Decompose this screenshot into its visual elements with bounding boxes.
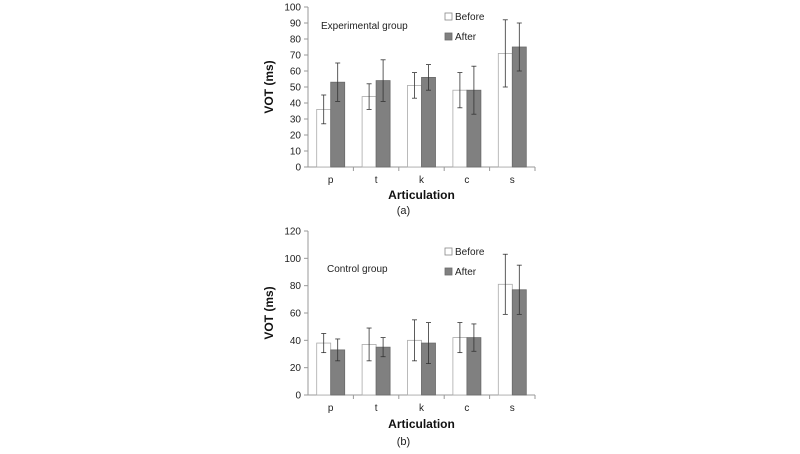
x-axis-title: Articulation <box>388 417 455 431</box>
x-tick-label: k <box>419 403 425 414</box>
legend-label-before: Before <box>455 12 485 23</box>
x-axis-title: Articulation <box>388 188 455 202</box>
y-tick-label: 0 <box>295 163 301 174</box>
chart-panel-0: 0 10 20 30 40 50 60 70 80 90 100 p t k c s Experimental … <box>262 3 536 217</box>
y-tick-label: 40 <box>290 99 302 110</box>
x-tick-label: c <box>464 403 469 414</box>
x-tick-label: p <box>328 403 334 414</box>
y-tick-label: 100 <box>284 3 301 14</box>
legend-swatch-before <box>444 12 453 21</box>
legend-swatch-after <box>444 267 453 276</box>
legend-swatch-before <box>444 247 453 256</box>
y-tick-label: 0 <box>295 391 301 402</box>
y-tick-label: 80 <box>290 35 302 46</box>
x-tick-label: k <box>419 175 425 186</box>
legend-swatch-after <box>444 32 453 41</box>
y-tick-label: 100 <box>284 254 301 265</box>
x-tick-label: s <box>510 175 515 186</box>
y-tick-label: 20 <box>290 131 302 142</box>
legend-label-after: After <box>455 267 477 278</box>
y-axis-title: VOT (ms) <box>262 286 276 339</box>
bar-after-k <box>421 77 436 168</box>
y-tick-label: 10 <box>290 147 302 158</box>
x-tick-label: c <box>464 175 469 186</box>
y-tick-label: 80 <box>290 281 302 292</box>
x-tick-label: p <box>328 175 334 186</box>
group-annotation: Experimental group <box>321 21 408 32</box>
x-tick-label: s <box>510 403 515 414</box>
x-tick-label: t <box>375 403 378 414</box>
y-tick-label: 40 <box>290 336 302 347</box>
legend-label-before: Before <box>455 247 485 258</box>
y-tick-label: 70 <box>290 51 302 62</box>
y-tick-label: 50 <box>290 83 302 94</box>
y-axis-title: VOT (ms) <box>262 60 276 113</box>
panel-caption: (a) <box>397 205 410 217</box>
y-tick-label: 120 <box>284 227 301 238</box>
legend-label-after: After <box>455 32 477 43</box>
y-tick-label: 60 <box>290 309 302 320</box>
y-tick-label: 30 <box>290 115 302 126</box>
y-tick-label: 20 <box>290 363 302 374</box>
chart-panel-1: 0 20 40 60 80 100 120 p t k c s Control group Before A… <box>262 227 536 448</box>
y-tick-label: 60 <box>290 67 302 78</box>
x-tick-label: t <box>375 175 378 186</box>
panel-caption: (b) <box>397 436 410 448</box>
y-tick-label: 90 <box>290 19 302 30</box>
group-annotation: Control group <box>327 264 388 275</box>
